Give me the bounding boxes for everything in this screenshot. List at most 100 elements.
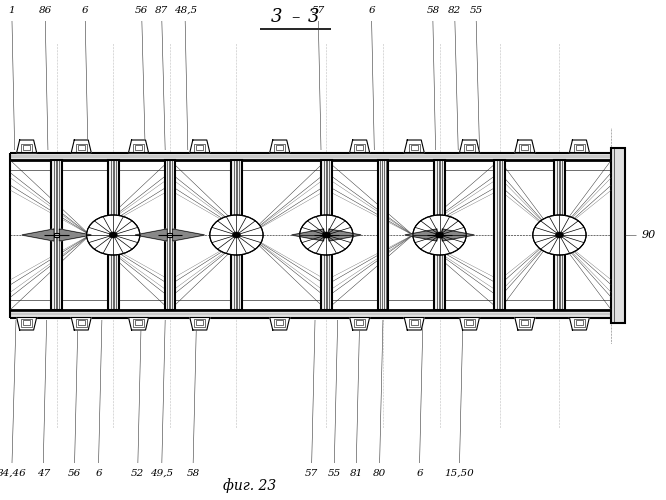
Bar [554, 160, 565, 310]
Bar [231, 160, 242, 310]
Text: 82: 82 [448, 6, 462, 15]
Text: 3: 3 [270, 8, 282, 26]
Bar [574, 318, 585, 326]
Bar [108, 160, 119, 310]
Text: 81: 81 [350, 469, 363, 478]
Text: 55: 55 [328, 469, 341, 478]
Text: 3: 3 [308, 8, 320, 26]
Polygon shape [460, 318, 480, 330]
Text: 1: 1 [9, 6, 15, 15]
Bar [464, 318, 475, 326]
Bar [576, 145, 583, 150]
Bar [437, 233, 442, 237]
Bar [76, 318, 87, 326]
Bar [76, 144, 87, 152]
Circle shape [300, 215, 353, 255]
Bar [135, 320, 142, 325]
Text: 84,46: 84,46 [0, 469, 27, 478]
Bar [54, 233, 59, 237]
Polygon shape [129, 318, 149, 330]
Text: 57: 57 [312, 6, 325, 15]
Bar [521, 320, 528, 325]
Bar [23, 320, 30, 325]
Bar [354, 318, 365, 326]
Bar [409, 318, 420, 326]
Bar [78, 320, 85, 325]
Bar [133, 144, 144, 152]
Bar [519, 144, 530, 152]
Bar [521, 145, 528, 150]
Circle shape [210, 215, 263, 255]
Text: 56: 56 [68, 469, 81, 478]
Text: 57: 57 [305, 469, 318, 478]
Polygon shape [404, 318, 424, 330]
Bar [321, 160, 332, 310]
Circle shape [322, 232, 330, 238]
Polygon shape [292, 229, 324, 241]
Bar [165, 160, 175, 310]
Polygon shape [329, 229, 361, 241]
Polygon shape [460, 140, 480, 152]
Polygon shape [442, 229, 474, 241]
Bar [434, 160, 445, 310]
Polygon shape [515, 140, 535, 152]
Text: 87: 87 [155, 6, 168, 15]
Bar [574, 144, 585, 152]
Circle shape [533, 215, 586, 255]
Circle shape [413, 215, 466, 255]
Text: 47: 47 [37, 469, 50, 478]
Text: 6: 6 [416, 469, 423, 478]
Bar [494, 160, 505, 310]
Bar [194, 144, 205, 152]
Bar [411, 320, 418, 325]
Text: 49,5: 49,5 [151, 469, 173, 478]
Bar [464, 144, 475, 152]
Circle shape [232, 232, 240, 238]
Bar [356, 320, 363, 325]
Text: 58: 58 [426, 6, 440, 15]
Bar [354, 144, 365, 152]
Polygon shape [350, 318, 370, 330]
Text: 6: 6 [368, 6, 375, 15]
Polygon shape [22, 229, 54, 241]
Text: 55: 55 [470, 6, 483, 15]
Bar [51, 160, 62, 310]
Bar [324, 233, 329, 237]
Text: 48,5: 48,5 [174, 6, 196, 15]
Bar [133, 318, 144, 326]
Text: 52: 52 [131, 469, 145, 478]
Polygon shape [190, 140, 210, 152]
Text: –: – [291, 9, 299, 26]
Polygon shape [172, 229, 204, 241]
Polygon shape [129, 140, 149, 152]
Polygon shape [270, 140, 290, 152]
Circle shape [109, 232, 117, 238]
Bar [519, 318, 530, 326]
Bar [411, 145, 418, 150]
Text: 6: 6 [82, 6, 89, 15]
Text: 6: 6 [95, 469, 102, 478]
Bar [167, 233, 172, 237]
Polygon shape [59, 229, 91, 241]
Polygon shape [569, 318, 589, 330]
Bar [356, 145, 363, 150]
Bar [274, 144, 285, 152]
Bar [409, 144, 420, 152]
Text: 15,50: 15,50 [445, 469, 474, 478]
Bar [196, 320, 203, 325]
Polygon shape [515, 318, 535, 330]
Polygon shape [71, 318, 91, 330]
Circle shape [87, 215, 140, 255]
Polygon shape [405, 229, 437, 241]
Bar [23, 145, 30, 150]
Bar [276, 320, 283, 325]
Polygon shape [270, 318, 290, 330]
Text: 80: 80 [373, 469, 386, 478]
Bar [274, 318, 285, 326]
Bar [276, 145, 283, 150]
Bar [196, 145, 203, 150]
Bar [21, 144, 32, 152]
Bar [466, 320, 473, 325]
Text: 90: 90 [641, 230, 655, 240]
Polygon shape [71, 140, 91, 152]
